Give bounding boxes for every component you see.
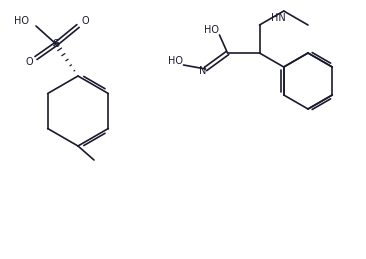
Text: S: S [52, 39, 60, 49]
Text: O: O [81, 16, 89, 26]
Text: HN: HN [271, 13, 286, 23]
Text: HO: HO [204, 25, 219, 35]
Text: HO: HO [168, 56, 183, 66]
Text: N: N [199, 66, 206, 76]
Text: HO: HO [14, 16, 29, 26]
Text: O: O [25, 57, 33, 67]
